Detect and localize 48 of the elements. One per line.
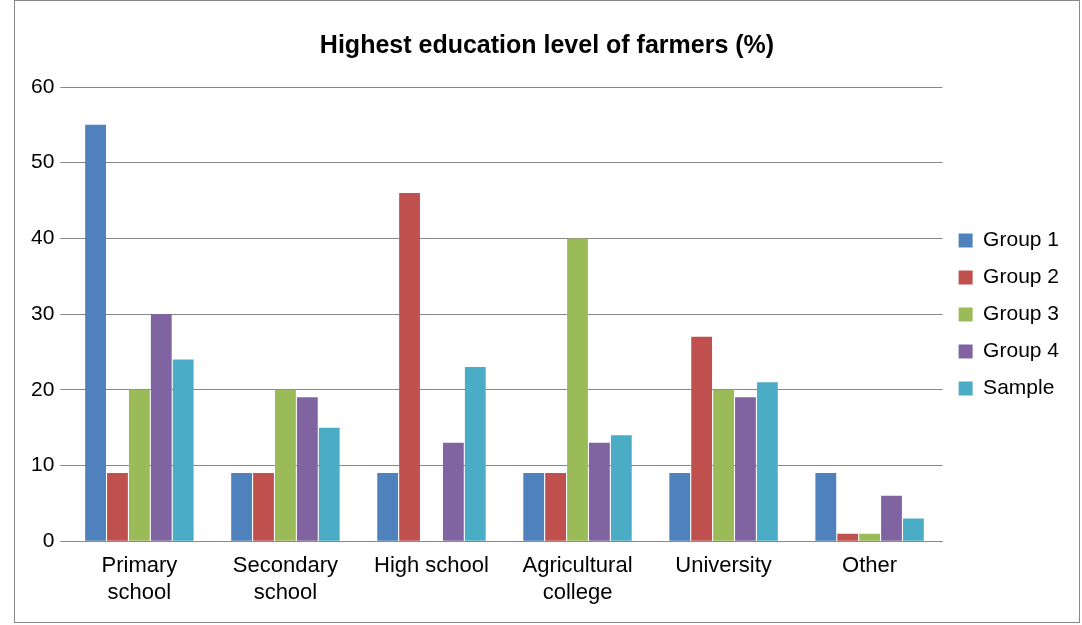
bar — [756, 382, 778, 541]
bar — [399, 192, 420, 541]
bar — [85, 124, 106, 541]
bar — [296, 397, 318, 541]
x-tick-label: Primary school — [101, 552, 178, 604]
bar — [669, 473, 691, 541]
legend-label: Sample — [983, 375, 1055, 399]
bar — [903, 518, 924, 541]
x-tick-label: Secondary school — [232, 552, 339, 604]
bar — [735, 397, 756, 541]
y-tick-label: 10 — [31, 452, 55, 476]
bar — [859, 533, 881, 541]
chart-title: Highest education level of farmers (%) — [319, 29, 775, 58]
x-tick-label: University — [675, 552, 772, 578]
bar — [377, 473, 399, 541]
legend-label: Group 2 — [983, 264, 1060, 288]
y-tick-label: 0 — [42, 528, 55, 551]
x-tick-label: High school — [373, 552, 489, 578]
bar — [881, 495, 902, 541]
bar — [150, 314, 172, 541]
bar — [610, 435, 632, 541]
legend-label: Group 3 — [983, 301, 1060, 325]
bar — [442, 442, 464, 541]
bar — [172, 359, 194, 541]
bar — [253, 473, 274, 541]
bar — [523, 473, 545, 541]
y-tick-label: 60 — [31, 73, 55, 97]
bar — [713, 389, 734, 541]
legend-label: Group 4 — [983, 338, 1060, 362]
bar — [107, 473, 128, 541]
legend-label: Group 1 — [983, 227, 1060, 251]
bar — [318, 427, 340, 541]
bar — [275, 389, 296, 541]
bar — [567, 238, 588, 541]
y-tick-label: 40 — [31, 225, 55, 249]
y-tick-label: 50 — [31, 149, 55, 173]
bar — [815, 473, 837, 541]
bar — [589, 442, 610, 541]
bar — [691, 336, 713, 541]
bar — [837, 533, 859, 541]
y-tick-label: 20 — [31, 376, 55, 400]
y-tick-label: 30 — [31, 300, 55, 324]
bar — [464, 367, 486, 541]
x-tick-label: Agricultural college — [522, 552, 633, 604]
bar — [128, 389, 150, 541]
bar — [231, 473, 253, 541]
bar — [545, 473, 567, 541]
x-tick-label: Other — [842, 552, 898, 578]
